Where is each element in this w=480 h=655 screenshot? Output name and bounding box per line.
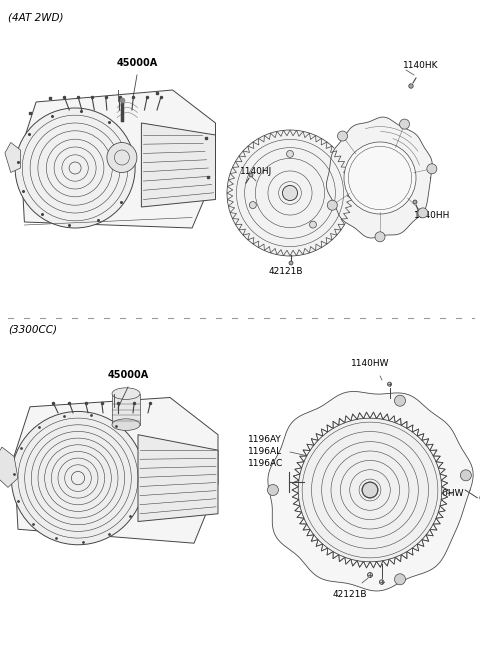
Text: (3300CC): (3300CC) bbox=[8, 325, 57, 335]
Polygon shape bbox=[138, 435, 218, 521]
Bar bbox=[112, 394, 140, 424]
Text: 1140HW: 1140HW bbox=[426, 489, 465, 498]
Text: 42121B: 42121B bbox=[333, 590, 367, 599]
PathPatch shape bbox=[21, 90, 216, 228]
Circle shape bbox=[15, 108, 135, 228]
Circle shape bbox=[460, 470, 471, 481]
Circle shape bbox=[298, 419, 442, 562]
Circle shape bbox=[287, 151, 293, 157]
Circle shape bbox=[250, 202, 256, 208]
Circle shape bbox=[310, 221, 316, 228]
Text: 1196AY: 1196AY bbox=[248, 436, 282, 445]
Polygon shape bbox=[0, 447, 18, 487]
Circle shape bbox=[289, 261, 293, 265]
Text: 1196AL: 1196AL bbox=[248, 447, 282, 457]
Circle shape bbox=[380, 580, 384, 584]
Polygon shape bbox=[326, 117, 432, 238]
Circle shape bbox=[337, 131, 348, 141]
Circle shape bbox=[12, 411, 144, 545]
Circle shape bbox=[107, 143, 137, 172]
Circle shape bbox=[344, 142, 416, 214]
Circle shape bbox=[395, 574, 406, 585]
Text: 1196AC: 1196AC bbox=[248, 460, 283, 468]
Polygon shape bbox=[142, 123, 216, 207]
Text: 1140HW: 1140HW bbox=[351, 359, 389, 368]
Circle shape bbox=[368, 572, 372, 578]
Circle shape bbox=[282, 185, 298, 200]
Circle shape bbox=[327, 200, 337, 210]
Circle shape bbox=[387, 382, 392, 386]
Circle shape bbox=[413, 200, 417, 204]
Circle shape bbox=[298, 419, 442, 562]
Text: (4AT 2WD): (4AT 2WD) bbox=[8, 12, 63, 22]
Circle shape bbox=[362, 482, 378, 498]
Circle shape bbox=[267, 485, 278, 495]
Circle shape bbox=[375, 232, 385, 242]
Circle shape bbox=[409, 84, 413, 88]
Circle shape bbox=[399, 119, 409, 129]
Circle shape bbox=[418, 208, 428, 218]
Circle shape bbox=[427, 164, 437, 174]
Circle shape bbox=[249, 173, 253, 177]
Circle shape bbox=[362, 482, 378, 498]
Ellipse shape bbox=[112, 388, 140, 400]
PathPatch shape bbox=[14, 398, 218, 543]
Polygon shape bbox=[5, 143, 21, 172]
Text: 45000A: 45000A bbox=[108, 370, 149, 380]
Text: 45000A: 45000A bbox=[116, 58, 157, 68]
Circle shape bbox=[227, 130, 353, 256]
Circle shape bbox=[395, 395, 406, 406]
Ellipse shape bbox=[112, 419, 140, 430]
Text: 1140HH: 1140HH bbox=[414, 210, 450, 219]
Polygon shape bbox=[268, 392, 473, 591]
Text: 42121B: 42121B bbox=[269, 267, 303, 276]
Text: 1140HK: 1140HK bbox=[403, 60, 439, 69]
Text: 1140HJ: 1140HJ bbox=[240, 168, 272, 176]
